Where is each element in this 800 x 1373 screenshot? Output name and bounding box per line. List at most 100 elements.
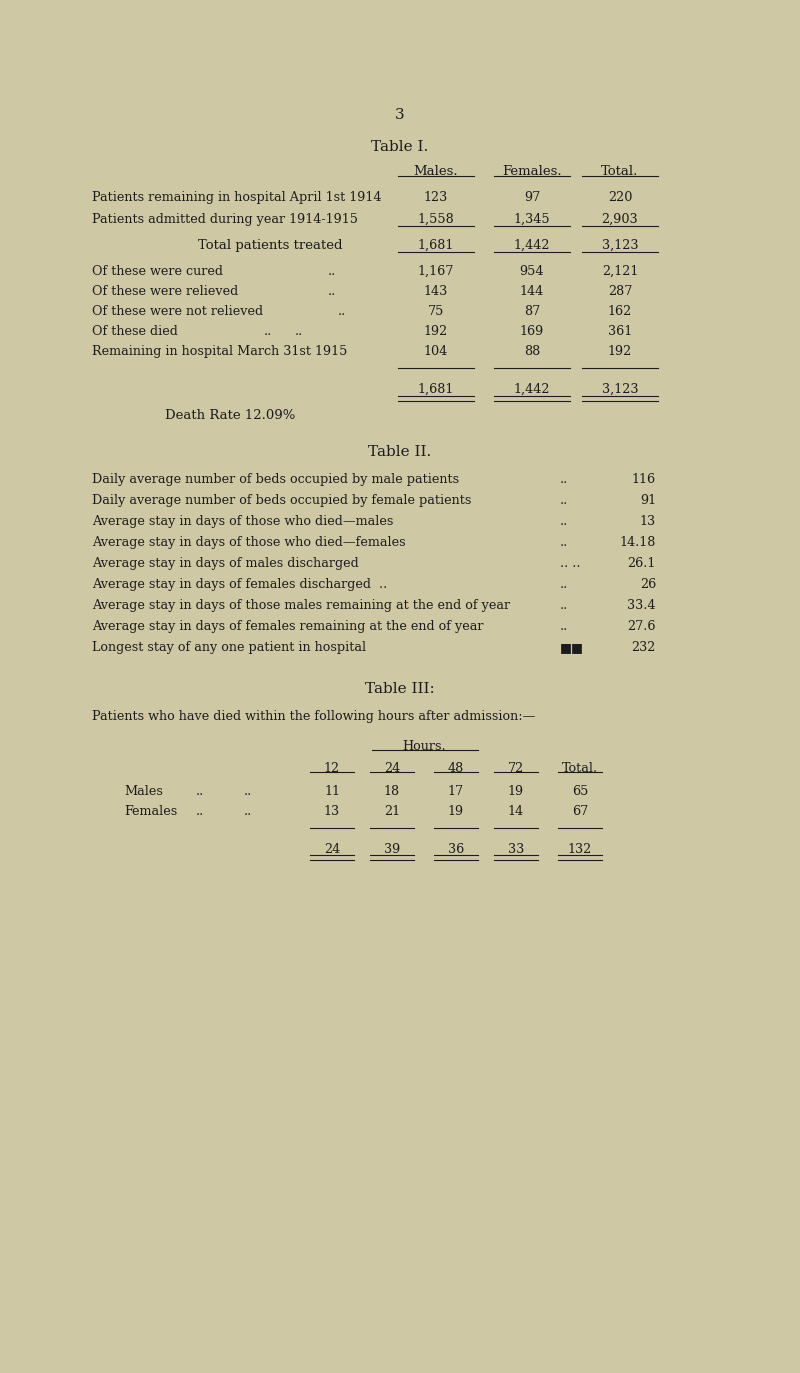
Text: Average stay in days of females discharged  ..: Average stay in days of females discharg… bbox=[92, 578, 387, 590]
Text: 67: 67 bbox=[572, 805, 588, 818]
Text: Remaining in hospital March 31st 1915: Remaining in hospital March 31st 1915 bbox=[92, 345, 347, 358]
Text: Patients admitted during year 1914-1915: Patients admitted during year 1914-1915 bbox=[92, 213, 358, 227]
Text: Death Rate 12.09%: Death Rate 12.09% bbox=[165, 409, 295, 422]
Text: Average stay in days of males discharged: Average stay in days of males discharged bbox=[92, 557, 358, 570]
Text: ..: .. bbox=[328, 265, 336, 277]
Text: Daily average number of beds occupied by female patients: Daily average number of beds occupied by… bbox=[92, 494, 471, 507]
Text: 3,123: 3,123 bbox=[602, 239, 638, 253]
Text: 192: 192 bbox=[424, 325, 448, 338]
Text: 132: 132 bbox=[568, 843, 592, 855]
Text: Patients who have died within the following hours after admission:—: Patients who have died within the follow… bbox=[92, 710, 535, 724]
Text: 192: 192 bbox=[608, 345, 632, 358]
Text: ..: .. bbox=[196, 785, 204, 798]
Text: 1,167: 1,167 bbox=[418, 265, 454, 277]
Text: 14: 14 bbox=[508, 805, 524, 818]
Text: Males: Males bbox=[124, 785, 163, 798]
Text: 48: 48 bbox=[448, 762, 464, 774]
Text: Longest stay of any one patient in hospital: Longest stay of any one patient in hospi… bbox=[92, 641, 366, 654]
Text: 14.18: 14.18 bbox=[620, 535, 656, 549]
Text: 97: 97 bbox=[524, 191, 540, 205]
Text: 361: 361 bbox=[608, 325, 632, 338]
Text: 18: 18 bbox=[384, 785, 400, 798]
Text: 26.1: 26.1 bbox=[628, 557, 656, 570]
Text: 954: 954 bbox=[520, 265, 544, 277]
Text: Average stay in days of those who died—females: Average stay in days of those who died—f… bbox=[92, 535, 406, 549]
Text: Females: Females bbox=[124, 805, 178, 818]
Text: Total.: Total. bbox=[562, 762, 598, 774]
Text: Of these were not relieved: Of these were not relieved bbox=[92, 305, 263, 319]
Text: 144: 144 bbox=[520, 286, 544, 298]
Text: 19: 19 bbox=[448, 805, 464, 818]
Text: 11: 11 bbox=[324, 785, 340, 798]
Text: 13: 13 bbox=[640, 515, 656, 529]
Text: 162: 162 bbox=[608, 305, 632, 319]
Text: Total patients treated: Total patients treated bbox=[198, 239, 342, 253]
Text: 287: 287 bbox=[608, 286, 632, 298]
Text: Average stay in days of females remaining at the end of year: Average stay in days of females remainin… bbox=[92, 621, 483, 633]
Text: 1,558: 1,558 bbox=[418, 213, 454, 227]
Text: 91: 91 bbox=[640, 494, 656, 507]
Text: 116: 116 bbox=[632, 474, 656, 486]
Text: 88: 88 bbox=[524, 345, 540, 358]
Text: 24: 24 bbox=[324, 843, 340, 855]
Text: 1,681: 1,681 bbox=[418, 239, 454, 253]
Text: ..: .. bbox=[560, 494, 568, 507]
Text: 232: 232 bbox=[632, 641, 656, 654]
Text: 21: 21 bbox=[384, 805, 400, 818]
Text: ..: .. bbox=[560, 621, 568, 633]
Text: 143: 143 bbox=[424, 286, 448, 298]
Text: 1,345: 1,345 bbox=[514, 213, 550, 227]
Text: 1,442: 1,442 bbox=[514, 383, 550, 395]
Text: ..: .. bbox=[244, 785, 252, 798]
Text: 33.4: 33.4 bbox=[627, 599, 656, 612]
Text: ..: .. bbox=[560, 515, 568, 529]
Text: Table I.: Table I. bbox=[371, 140, 429, 154]
Text: Total.: Total. bbox=[602, 165, 638, 178]
Text: ..: .. bbox=[244, 805, 252, 818]
Text: 65: 65 bbox=[572, 785, 588, 798]
Text: Patients remaining in hospital April 1st 1914: Patients remaining in hospital April 1st… bbox=[92, 191, 382, 205]
Text: 13: 13 bbox=[324, 805, 340, 818]
Text: ..: .. bbox=[560, 578, 568, 590]
Text: ..: .. bbox=[560, 474, 568, 486]
Text: Of these were relieved: Of these were relieved bbox=[92, 286, 238, 298]
Text: ■■: ■■ bbox=[560, 641, 584, 654]
Text: Average stay in days of those who died—males: Average stay in days of those who died—m… bbox=[92, 515, 394, 529]
Text: 33: 33 bbox=[508, 843, 524, 855]
Text: Hours.: Hours. bbox=[402, 740, 446, 752]
Text: 220: 220 bbox=[608, 191, 632, 205]
Text: 27.6: 27.6 bbox=[627, 621, 656, 633]
Text: ..: .. bbox=[294, 325, 302, 338]
Text: Daily average number of beds occupied by male patients: Daily average number of beds occupied by… bbox=[92, 474, 459, 486]
Text: 169: 169 bbox=[520, 325, 544, 338]
Text: ..: .. bbox=[560, 535, 568, 549]
Text: 75: 75 bbox=[428, 305, 444, 319]
Text: 36: 36 bbox=[448, 843, 464, 855]
Text: 3,123: 3,123 bbox=[602, 383, 638, 395]
Text: ..: .. bbox=[328, 286, 336, 298]
Text: .. ..: .. .. bbox=[560, 557, 581, 570]
Text: ..: .. bbox=[196, 805, 204, 818]
Text: Females.: Females. bbox=[502, 165, 562, 178]
Text: Table II.: Table II. bbox=[368, 445, 432, 459]
Text: Average stay in days of those males remaining at the end of year: Average stay in days of those males rema… bbox=[92, 599, 510, 612]
Text: ..: .. bbox=[264, 325, 272, 338]
Text: 123: 123 bbox=[424, 191, 448, 205]
Text: 1,442: 1,442 bbox=[514, 239, 550, 253]
Text: 2,121: 2,121 bbox=[602, 265, 638, 277]
Text: 39: 39 bbox=[384, 843, 400, 855]
Text: 12: 12 bbox=[324, 762, 340, 774]
Text: Table III:: Table III: bbox=[365, 682, 435, 696]
Text: Of these died: Of these died bbox=[92, 325, 178, 338]
Text: 24: 24 bbox=[384, 762, 400, 774]
Text: Males.: Males. bbox=[414, 165, 458, 178]
Text: 17: 17 bbox=[448, 785, 464, 798]
Text: 104: 104 bbox=[424, 345, 448, 358]
Text: 72: 72 bbox=[508, 762, 524, 774]
Text: 26: 26 bbox=[640, 578, 656, 590]
Text: Of these were cured: Of these were cured bbox=[92, 265, 223, 277]
Text: ..: .. bbox=[338, 305, 346, 319]
Text: 87: 87 bbox=[524, 305, 540, 319]
Text: 19: 19 bbox=[508, 785, 524, 798]
Text: ..: .. bbox=[560, 599, 568, 612]
